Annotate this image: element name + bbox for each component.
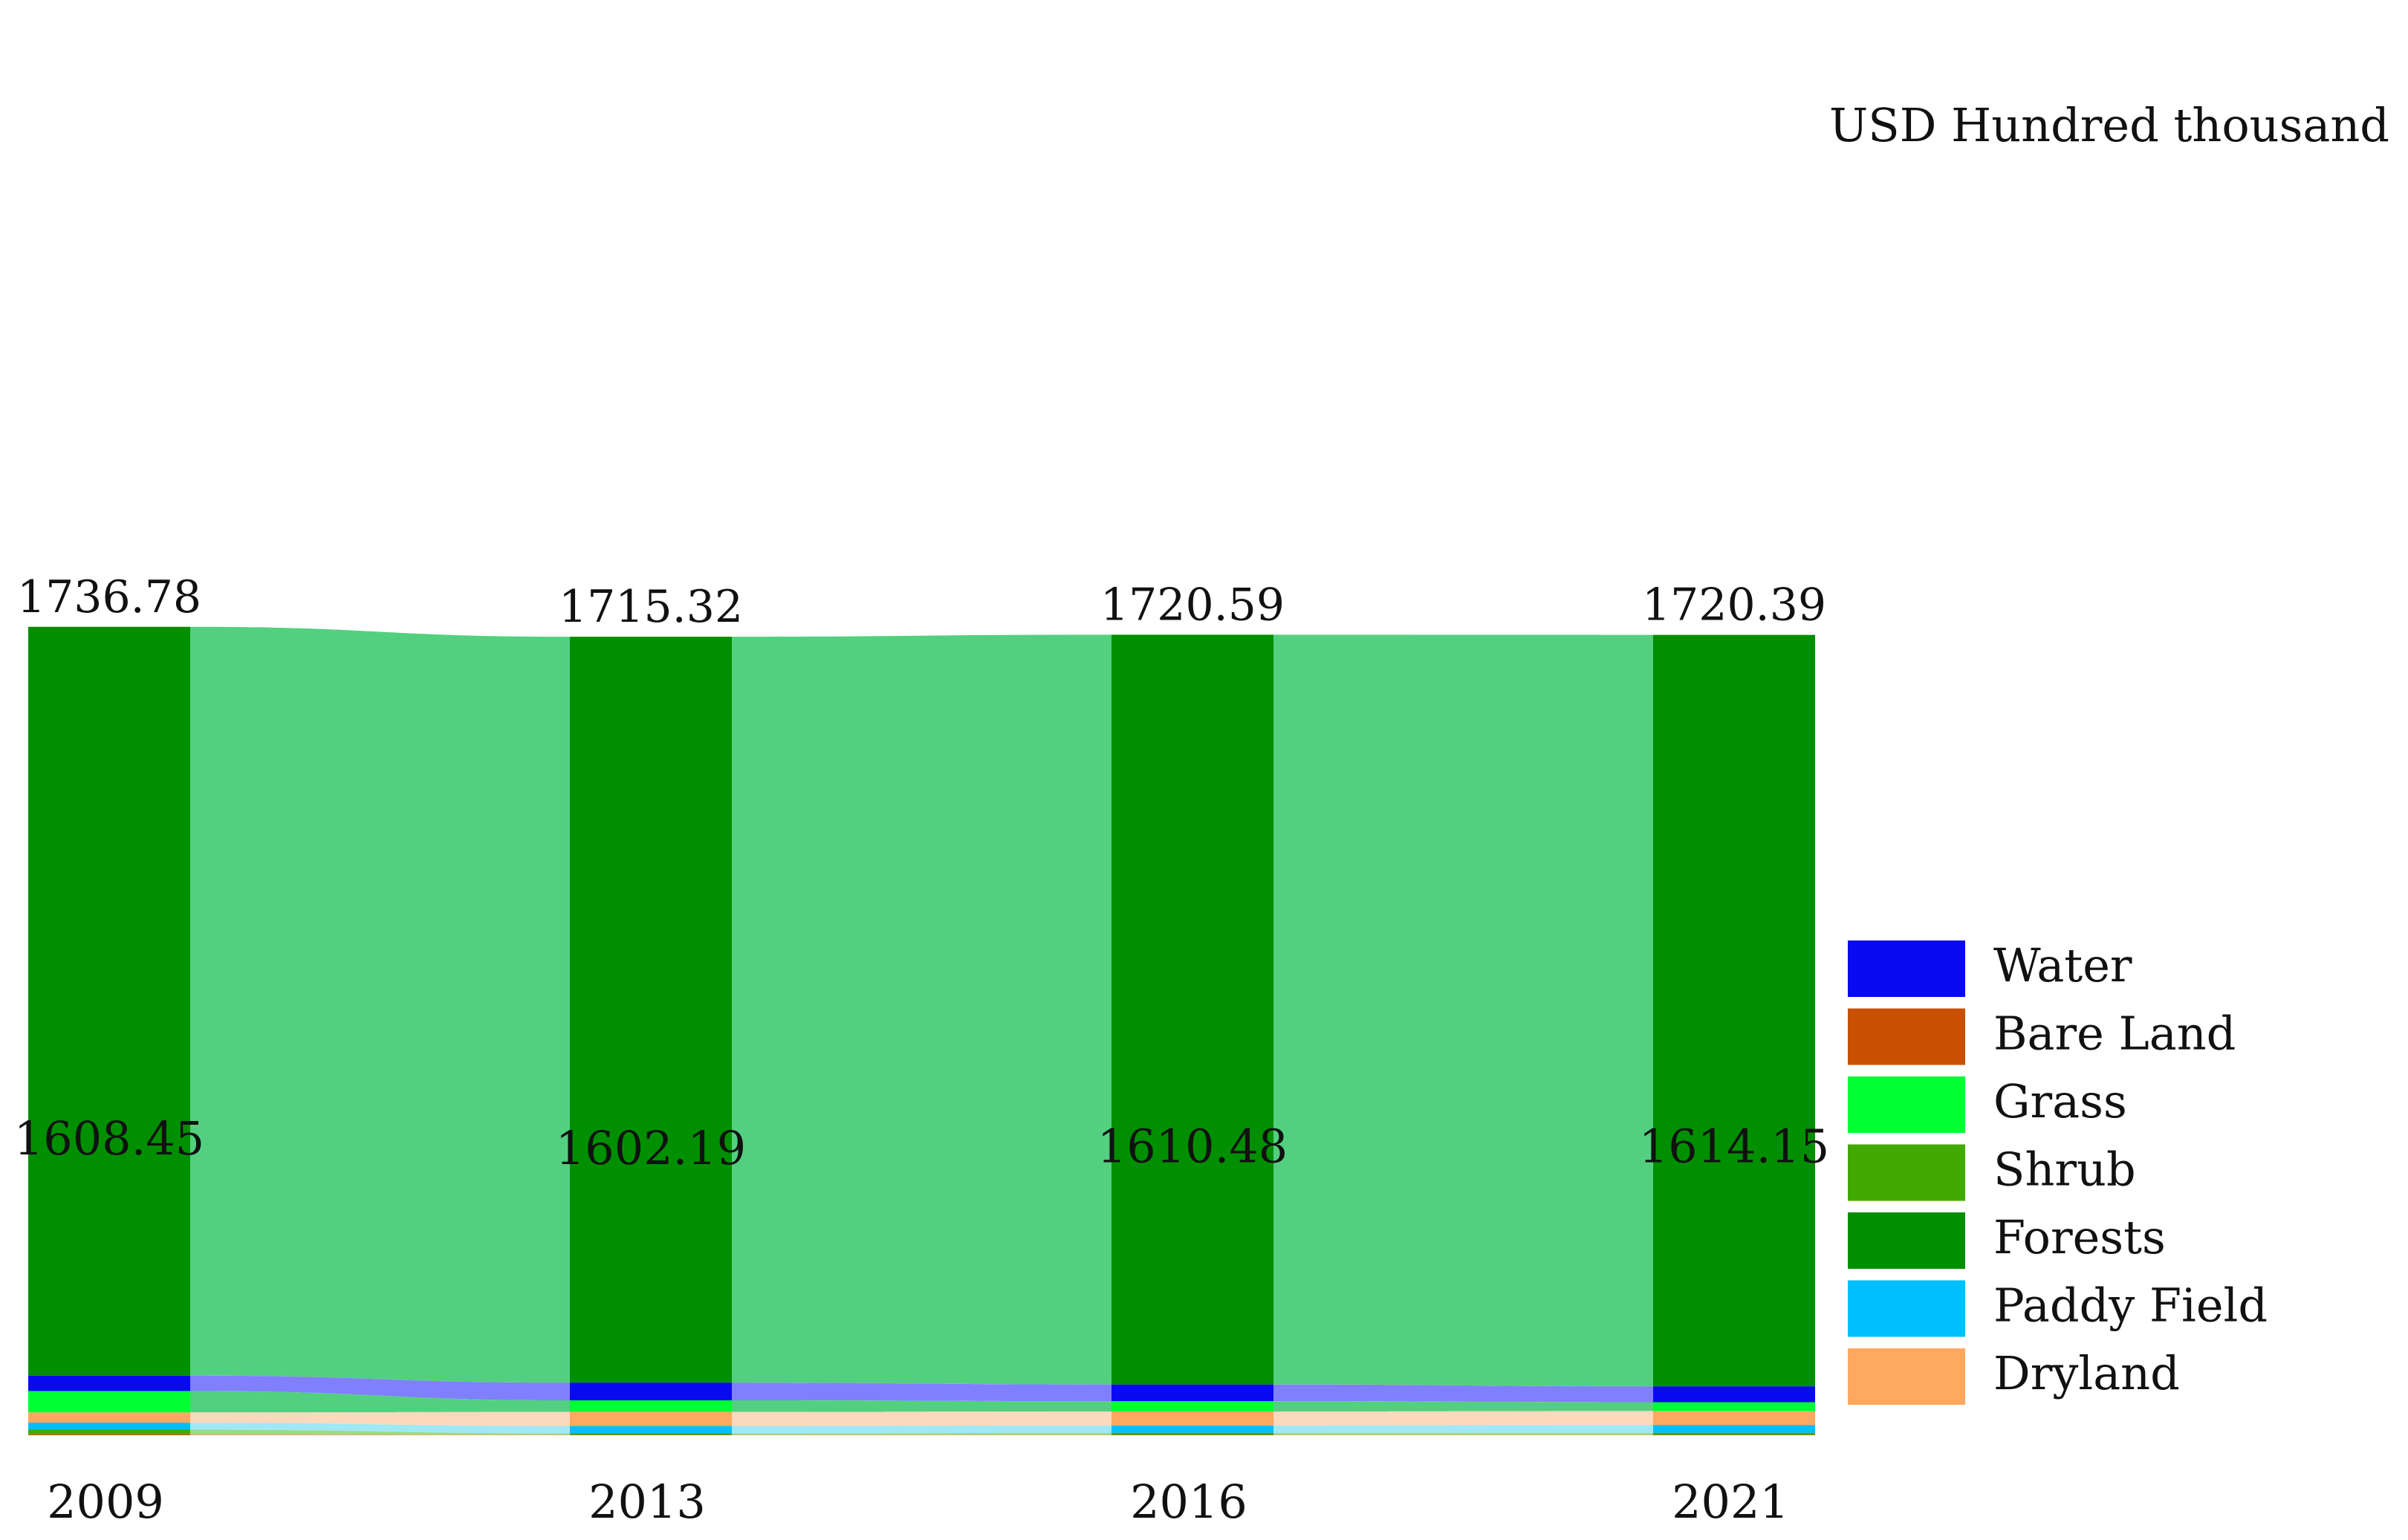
bar-dryland-2009 [28,1412,190,1423]
flow-paddy-field-2009-2013 [190,1423,570,1434]
flow-dryland-2009-2013 [190,1411,570,1426]
legend-swatch-dryland [1848,1348,1965,1405]
legend-label-water: Water [1993,938,2132,992]
bar-paddy-field-2021 [1653,1425,1815,1433]
flow-shrub-2016-2021 [1273,1432,1653,1435]
legend-swatch-shrub [1848,1144,1965,1201]
bar-grass-2021 [1653,1402,1815,1411]
bar-shrub-2013 [570,1433,732,1435]
flow-shrub-2009-2013 [190,1429,570,1435]
flow-water-2016-2021 [1273,1384,1653,1403]
total-label-2009: 1736.78 [17,571,201,623]
unit-label: USD Hundred thousand [1829,98,2389,152]
forest-value-label-2013: 1602.19 [556,1121,746,1175]
forest-value-label-2021: 1614.15 [1639,1120,1829,1174]
legend-swatch-bare-land [1848,1008,1965,1065]
flow-layer [190,626,1653,1435]
flow-forests-2016-2021 [1273,634,1653,1387]
bar-grass-2009 [28,1391,190,1413]
bar-paddy-field-2016 [1111,1425,1273,1433]
legend-label-paddy-field: Paddy Field [1993,1279,2268,1333]
bar-dryland-2016 [1111,1411,1273,1426]
bar-grass-2016 [1111,1401,1273,1412]
flow-water-2013-2016 [732,1383,1111,1402]
year-label-2021: 2021 [1672,1475,1789,1529]
bar-forests-2009 [28,626,190,1376]
bar-water-2009 [28,1375,190,1391]
forest-value-label-2009: 1608.45 [14,1111,204,1166]
flow-forests-2013-2016 [732,634,1111,1385]
legend-label-grass: Grass [1993,1074,2127,1128]
total-label-2013: 1715.32 [559,581,743,633]
bar-forests-2013 [570,637,732,1383]
flow-water-2009-2013 [190,1375,570,1400]
legend-label-dryland: Dryland [1993,1346,2180,1400]
flow-shrub-2013-2016 [732,1432,1111,1435]
bar-forests-2021 [1653,634,1815,1387]
bar-water-2016 [1111,1384,1273,1402]
bar-paddy-field-2009 [28,1423,190,1430]
bar-grass-2013 [570,1400,732,1412]
flow-forests-2009-2013 [190,626,570,1383]
legend: Water Bare Land Grass Shrub Forests Paddy Fie… [1848,938,2268,1405]
legend-label-shrub: Shrub [1993,1143,2136,1197]
flow-dryland-2013-2016 [732,1411,1111,1426]
flow-paddy-field-2016-2021 [1273,1425,1653,1433]
legend-label-forests: Forests [1993,1210,2166,1264]
year-label-2016: 2016 [1130,1475,1247,1529]
total-label-2016: 1720.59 [1100,579,1285,631]
legend-swatch-paddy-field [1848,1280,1965,1337]
flow-grass-2009-2013 [190,1391,570,1413]
legend-swatch-water [1848,940,1965,997]
bar-dryland-2021 [1653,1411,1815,1426]
flow-grass-2013-2016 [732,1400,1111,1412]
year-label-2013: 2013 [588,1475,706,1529]
label-layer: 1736.78 1608.45 2009 1715.32 1602.19 2013 1720… [14,571,1829,1529]
bar-shrub-2021 [1653,1432,1815,1435]
bar-layer [28,626,1815,1435]
forest-value-label-2016: 1610.48 [1097,1119,1288,1173]
bar-paddy-field-2013 [570,1426,732,1434]
bar-dryland-2013 [570,1411,732,1426]
flow-paddy-field-2013-2016 [732,1425,1111,1434]
bar-shrub-2009 [28,1429,190,1435]
bar-water-2013 [570,1383,732,1400]
flow-dryland-2016-2021 [1273,1411,1653,1426]
total-label-2021: 1720.39 [1642,579,1826,631]
flow-grass-2016-2021 [1273,1401,1653,1412]
bar-shrub-2016 [1111,1432,1273,1435]
legend-swatch-forests [1848,1212,1965,1269]
legend-swatch-grass [1848,1076,1965,1133]
year-label-2009: 2009 [47,1475,164,1529]
bar-forests-2016 [1111,634,1273,1385]
bar-water-2021 [1653,1386,1815,1403]
legend-label-bare-land: Bare Land [1993,1007,2236,1061]
